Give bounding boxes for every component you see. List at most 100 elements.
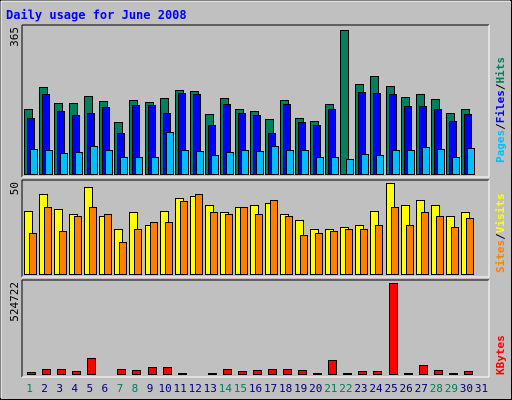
bar-sites-8: [134, 229, 142, 275]
bar-sites-11: [180, 201, 188, 275]
bar-sites-22: [345, 229, 353, 275]
legend-hits: Pages/Files/Hits: [494, 57, 507, 163]
day-label-4: 4: [71, 382, 78, 395]
bar-pages-26: [407, 150, 415, 175]
bar-pages-5: [90, 146, 98, 175]
day-label-23: 23: [354, 382, 367, 395]
bar-sites-20: [315, 233, 323, 275]
series-kbytes: [27, 283, 473, 375]
bar-sites-18: [285, 216, 293, 275]
bar-kbytes-8: [132, 370, 141, 375]
bar-sites-26: [406, 225, 414, 275]
day-label-8: 8: [132, 382, 139, 395]
bar-pages-7: [120, 157, 128, 175]
bar-sites-12: [195, 194, 203, 275]
bar-pages-24: [376, 155, 384, 175]
legend-kbytes: KBytes: [494, 335, 507, 375]
day-label-12: 12: [189, 382, 202, 395]
day-label-27: 27: [415, 382, 428, 395]
legends: Pages/Files/Hits Sites/Visits KBytes: [494, 57, 507, 375]
day-label-6: 6: [102, 382, 109, 395]
day-label-29: 29: [445, 382, 458, 395]
day-label-20: 20: [309, 382, 322, 395]
panel-visits: 50: [8, 179, 490, 278]
bar-sites-28: [436, 216, 444, 275]
bar-sites-14: [225, 214, 233, 275]
day-label-25: 25: [384, 382, 397, 395]
day-label-5: 5: [86, 382, 93, 395]
bar-sites-21: [330, 231, 338, 275]
bar-sites-29: [451, 227, 459, 275]
bar-sites-6: [104, 214, 112, 275]
bar-kbytes-17: [268, 369, 277, 375]
bar-sites-25: [391, 207, 399, 275]
bar-pages-23: [361, 154, 369, 175]
day-label-30: 30: [460, 382, 473, 395]
legend-visits: Sites/Visits: [494, 194, 507, 274]
day-label-3: 3: [56, 382, 63, 395]
bar-sites-27: [421, 212, 429, 275]
bar-pages-9: [151, 157, 159, 175]
bar-sites-19: [300, 235, 308, 275]
y-max-label-kbytes: 524722: [8, 282, 21, 322]
bar-kbytes-4: [72, 371, 81, 375]
day-label-11: 11: [174, 382, 187, 395]
panel-kbytes: 524722: [8, 279, 490, 378]
day-label-14: 14: [219, 382, 233, 395]
day-label-10: 10: [158, 382, 171, 395]
legend-files: Files: [494, 90, 507, 123]
bar-sites-2: [44, 207, 52, 275]
day-label-2: 2: [41, 382, 48, 395]
bar-pages-10: [166, 132, 174, 175]
day-label-22: 22: [339, 382, 352, 395]
bar-hits-22: [340, 30, 349, 175]
bar-kbytes-1: [27, 372, 36, 375]
bar-pages-18: [286, 150, 294, 175]
day-label-17: 17: [264, 382, 277, 395]
bar-pages-12: [196, 151, 204, 175]
bar-kbytes-30: [464, 371, 473, 375]
bar-sites-5: [89, 207, 97, 275]
bar-kbytes-9: [148, 367, 157, 375]
day-label-7: 7: [117, 382, 124, 395]
legend-pages: Pages: [494, 130, 507, 163]
bar-pages-1: [30, 149, 38, 175]
series-sites: [29, 194, 474, 275]
bar-sites-23: [360, 229, 368, 275]
bar-sites-13: [210, 212, 218, 275]
day-label-18: 18: [279, 382, 292, 395]
bar-kbytes-24: [373, 371, 382, 375]
bar-kbytes-5: [87, 358, 96, 375]
bar-pages-27: [422, 147, 430, 175]
bar-sites-17: [270, 200, 278, 275]
day-label-24: 24: [369, 382, 383, 395]
day-label-21: 21: [324, 382, 337, 395]
day-labels: 1 2 3 4 5 6 7 8 9 10 11 12 13 14 15 16 17 18 19 20 21 22 23 24 2…: [26, 382, 488, 395]
bar-pages-11: [181, 150, 189, 175]
bar-kbytes-26: [404, 373, 413, 375]
bar-kbytes-10: [163, 367, 172, 375]
legend-separator: /: [494, 123, 507, 130]
bar-kbytes-25: [389, 283, 398, 375]
bar-kbytes-19: [298, 370, 307, 375]
bar-kbytes-27: [419, 365, 428, 375]
bar-pages-13: [211, 155, 219, 175]
legend-sites: Sites: [494, 240, 507, 273]
bar-pages-17: [271, 146, 279, 175]
day-label-13: 13: [204, 382, 217, 395]
bar-sites-3: [59, 231, 67, 275]
bar-kbytes-11: [178, 373, 187, 375]
day-label-1: 1: [26, 382, 33, 395]
bar-pages-2: [45, 150, 53, 175]
y-max-label-hits: 365: [8, 27, 21, 47]
legend-kbytes: KBytes: [494, 335, 507, 375]
bar-kbytes-29: [449, 373, 458, 375]
bar-pages-15: [241, 150, 249, 175]
day-label-19: 19: [294, 382, 307, 395]
bar-pages-30: [467, 148, 475, 175]
panel-hits: 365: [8, 24, 490, 178]
bar-kbytes-15: [238, 371, 247, 375]
chart-panels: 365 50 524722: [8, 24, 490, 378]
series-pages: [30, 132, 475, 175]
